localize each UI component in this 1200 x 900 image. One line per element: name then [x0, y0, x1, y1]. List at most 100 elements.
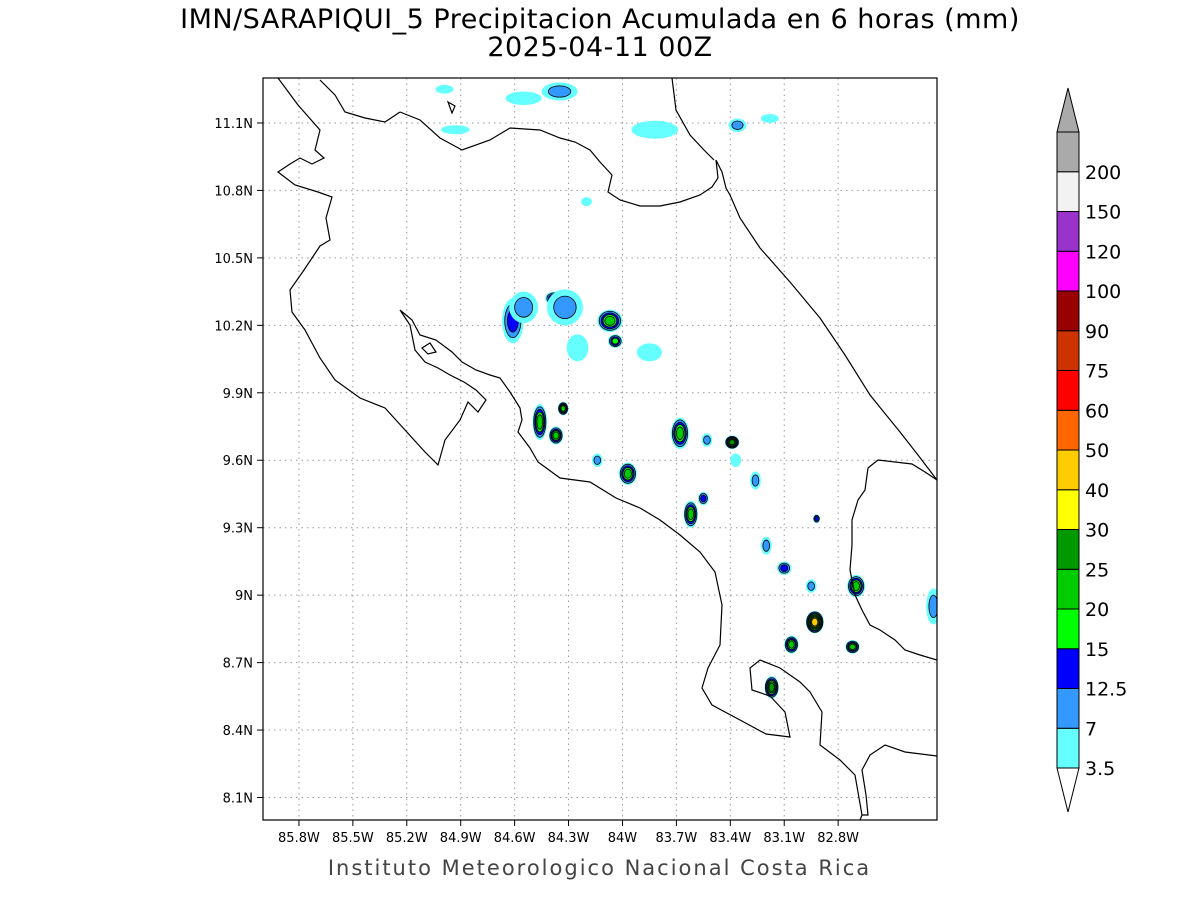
- rain-cell: [435, 84, 454, 94]
- colorbar-label: 200: [1085, 162, 1121, 184]
- colorbar-swatch: [1056, 290, 1080, 332]
- lat-tick-label: 9.3N: [223, 522, 253, 537]
- rain-cell: [728, 118, 747, 132]
- colorbar-label: 150: [1085, 202, 1121, 224]
- lat-tick-label: 8.4N: [223, 724, 253, 739]
- colorbar-label: 12.5: [1085, 679, 1127, 701]
- latitude-axis: 8.1N 8.4N 8.7N 9N 9.3N 9.6N 9.9N 10.2N 10.5N 10.8…: [214, 117, 263, 807]
- colorbar-label: 120: [1085, 241, 1121, 263]
- rain-contour: [768, 682, 775, 692]
- rain-cell: [548, 426, 564, 445]
- rain-contour: [811, 617, 819, 627]
- colorbar-label: 90: [1085, 321, 1109, 343]
- rain-cell: [581, 197, 592, 207]
- rain-cell: [608, 334, 623, 348]
- colorbar-swatch: [1056, 727, 1080, 769]
- colorbar-swatch: [1056, 489, 1080, 530]
- rain-cell: [730, 453, 742, 467]
- colorbar-label: 100: [1085, 281, 1121, 303]
- rain-contour: [505, 91, 542, 105]
- rain-contour: [703, 435, 711, 445]
- rain-contour: [928, 594, 937, 619]
- lat-tick-label: 10.8N: [214, 184, 253, 199]
- lon-tick-label: 85.2W: [386, 831, 428, 846]
- colorbar-swatch: [1056, 648, 1080, 689]
- rain-contour: [700, 494, 707, 503]
- precipitation-field: [435, 82, 937, 699]
- lat-tick-label: 10.5N: [214, 252, 253, 267]
- island: [421, 342, 437, 355]
- rain-cell: [760, 113, 779, 123]
- rain-contour: [675, 426, 684, 440]
- rain-cell: [597, 309, 623, 333]
- colorbar-label: 50: [1085, 440, 1109, 462]
- rain-cell: [777, 561, 792, 575]
- rain-contour: [730, 453, 742, 467]
- rain-cell: [557, 401, 569, 416]
- rain-cell: [847, 574, 866, 598]
- rain-cell: [591, 453, 603, 467]
- colorbar-swatch: [1056, 370, 1080, 411]
- rain-cell: [724, 435, 740, 449]
- rain-contour: [553, 295, 577, 319]
- rain-contour: [611, 337, 619, 345]
- rain-cell: [631, 120, 679, 139]
- lon-tick-label: 84.3W: [548, 831, 590, 846]
- rain-cell: [505, 91, 542, 105]
- colorbar-swatch: [1056, 171, 1080, 212]
- lat-tick-label: 11.1N: [214, 117, 253, 132]
- colorbar-label: 40: [1085, 480, 1109, 502]
- lon-tick-label: 84.6W: [494, 831, 536, 846]
- rain-contour: [760, 113, 779, 123]
- rain-contour: [636, 343, 663, 362]
- graticule: [263, 78, 937, 820]
- rain-cell: [509, 291, 538, 324]
- nicaragua-lake-shore: [319, 79, 401, 123]
- rain-contour: [623, 468, 632, 479]
- pacific-coastline: [276, 78, 863, 820]
- lon-tick-label: 85.5W: [332, 831, 374, 846]
- rain-contour: [440, 125, 470, 135]
- longitude-axis: 85.8W 85.5W 85.2W 84.9W 84.6W 84.3W 84W 83.7W 83…: [278, 820, 859, 846]
- rain-cell: [566, 334, 589, 362]
- northern-coast: [671, 78, 715, 161]
- colorbar-label: 25: [1085, 559, 1109, 581]
- rain-contour: [780, 564, 789, 572]
- colorbar-label: 75: [1085, 361, 1109, 383]
- rain-contour: [807, 581, 815, 591]
- rain-cell: [541, 82, 578, 101]
- coastline: [276, 78, 937, 820]
- colorbar-label: 7: [1085, 718, 1097, 740]
- colorbar-label: 3.5: [1085, 758, 1115, 780]
- colorbar-swatch: [1056, 131, 1080, 173]
- rain-contour: [849, 643, 856, 650]
- rain-cell: [812, 514, 821, 524]
- rain-contour: [514, 297, 533, 318]
- colorbar-swatch: [1056, 568, 1080, 610]
- rain-contour: [435, 84, 454, 94]
- colorbar-label: 30: [1085, 520, 1109, 542]
- lon-tick-label: 83.1W: [763, 831, 805, 846]
- rain-cell: [750, 471, 761, 490]
- rain-contour: [731, 120, 744, 130]
- colorbar-max-arrow: [1056, 87, 1080, 133]
- rain-cell: [440, 125, 470, 135]
- rain-cell: [784, 635, 799, 654]
- rain-contour: [788, 640, 795, 649]
- rain-cell: [546, 289, 583, 326]
- rain-cell: [697, 491, 709, 506]
- rain-contour: [762, 539, 771, 552]
- rain-contour: [852, 581, 861, 592]
- lat-tick-label: 9.9N: [223, 387, 253, 402]
- border-panama: [849, 459, 937, 661]
- rain-cell: [636, 343, 663, 362]
- lat-tick-label: 8.1N: [223, 792, 253, 807]
- lat-tick-label: 9.6N: [223, 454, 253, 469]
- credit-line: Instituto Meteorologico Nacional Costa R…: [327, 856, 872, 880]
- colorbar-legend: 3.5 7 12.5 15 20 25 30 40 50 60 75 90 100 120 150 200: [1056, 87, 1127, 813]
- rain-cell: [805, 610, 824, 634]
- colorbar-swatch: [1056, 211, 1080, 252]
- lon-tick-label: 84.9W: [440, 831, 482, 846]
- rain-contour: [604, 315, 616, 326]
